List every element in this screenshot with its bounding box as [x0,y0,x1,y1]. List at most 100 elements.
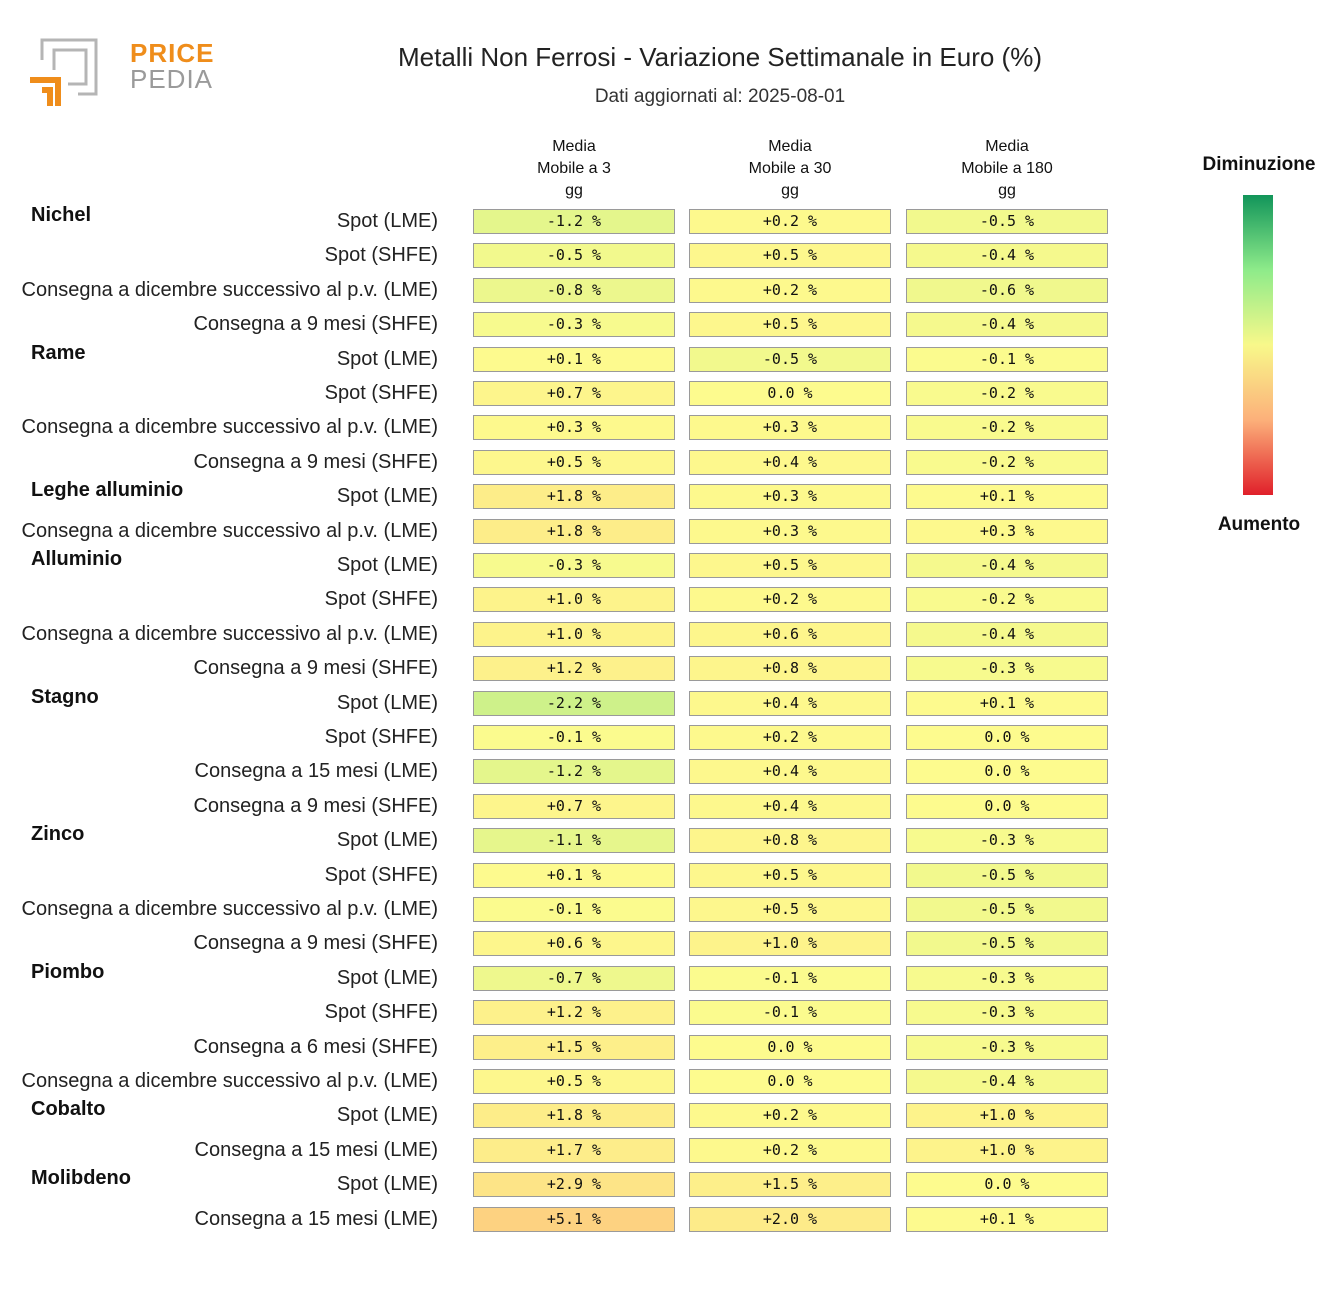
value-cell: +1.8 % [473,1103,675,1129]
row-label: Consegna a dicembre successivo al p.v. (… [21,1070,438,1092]
row-label: Spot (SHFE) [324,382,438,404]
value-cell: +0.2 % [689,1103,891,1129]
row-label: Spot (SHFE) [324,1001,438,1024]
pricepedia-logo: PRICE PEDIA [28,36,213,110]
group-label: Cobalto [31,1098,106,1121]
row-label: Consegna a 15 mesi (LME) [194,1138,438,1161]
value-cell: -0.1 % [689,965,891,991]
value-cell: -0.2 % [906,415,1108,441]
value-cell: +1.7 % [473,1137,675,1163]
value-cell: +0.6 % [689,621,891,647]
value-cell: +0.5 % [689,862,891,888]
group-label: Piombo [31,960,105,983]
value-cell: +0.1 % [906,484,1108,510]
value-cell: +0.4 % [689,690,891,716]
group-label: Stagno [31,685,99,708]
value-cell: +1.0 % [906,1137,1108,1163]
value-cell: +0.2 % [689,1137,891,1163]
row-label: Consegna a dicembre successivo al p.v. (… [21,416,438,439]
row-label: Spot (LME) [336,1104,438,1127]
value-cell: -0.5 % [906,931,1108,957]
value-cell: +0.7 % [473,793,675,819]
group-label: Zinco [31,823,85,846]
value-cell: -0.4 % [906,621,1108,647]
row-label: Consegna a 9 mesi (SHFE) [193,932,438,955]
value-cell: +0.3 % [689,415,891,441]
legend-color-bar [1243,195,1273,495]
value-cell: +1.0 % [689,931,891,957]
value-cell: +0.5 % [689,553,891,578]
value-cell: -2.2 % [473,690,675,716]
value-cell: +0.3 % [689,484,891,510]
value-cell: -1.2 % [473,209,675,234]
value-cell: +0.3 % [689,518,891,544]
column-header-2-line1: Media [768,138,812,155]
value-cell: +1.8 % [473,484,675,510]
row-label: Consegna a dicembre successivo al p.v. (… [21,519,438,542]
row-label: Consegna a dicembre successivo al p.v. (… [21,898,438,920]
row-label: Spot (LME) [336,691,438,714]
value-cell: +0.1 % [906,1206,1108,1232]
row-label: Consegna a 15 mesi (LME) [194,1207,438,1230]
column-header-3-line1: Media [985,138,1029,155]
value-cell: +0.5 % [689,897,891,922]
value-cell: +2.0 % [689,1206,891,1232]
value-cell: 0.0 % [906,725,1108,750]
column-header-2-line3: gg [781,182,799,199]
value-cell: +1.2 % [473,1000,675,1026]
value-cell: +0.5 % [473,449,675,475]
value-cell: +1.0 % [473,621,675,647]
value-cell: -0.2 % [906,587,1108,613]
value-cell: +0.2 % [689,725,891,750]
value-cell: +0.6 % [473,931,675,957]
row-label: Spot (LME) [336,966,438,989]
value-cell: +1.5 % [473,1034,675,1060]
row-label: Consegna a dicembre successivo al p.v. (… [21,622,438,645]
column-header-1-line1: Media [552,138,596,155]
row-label: Consegna a 15 mesi (LME) [194,760,438,783]
value-cell: -0.3 % [906,965,1108,991]
value-cell: 0.0 % [689,1069,891,1094]
value-cell: +5.1 % [473,1206,675,1232]
value-cell: -0.5 % [906,897,1108,922]
value-cell: -0.8 % [473,277,675,303]
value-cell: -0.3 % [906,1034,1108,1060]
column-header-3-line2: Mobile a 180 [961,160,1053,177]
value-cell: -0.2 % [906,449,1108,475]
value-cell: -0.3 % [473,553,675,578]
value-cell: -0.6 % [906,277,1108,303]
row-label: Consegna a 9 mesi (SHFE) [193,313,438,336]
row-label: Spot (SHFE) [324,244,438,267]
row-label: Spot (LME) [336,1173,438,1196]
column-header-2: Media Mobile a 30 gg [689,136,891,202]
value-cell: 0.0 % [906,793,1108,819]
value-cell: +0.3 % [906,518,1108,544]
value-cell: -0.2 % [906,381,1108,406]
value-cell: -0.3 % [906,656,1108,682]
row-label: Consegna a 9 mesi (SHFE) [193,657,438,680]
value-cell: -0.3 % [473,312,675,338]
row-label: Consegna a 9 mesi (SHFE) [193,450,438,473]
chart-title: Metalli Non Ferrosi - Variazione Settima… [398,42,1042,72]
value-cell: +0.4 % [689,793,891,819]
value-cell: -0.7 % [473,965,675,991]
row-label: Consegna a dicembre successivo al p.v. (… [21,278,438,301]
value-cell: -1.1 % [473,828,675,854]
value-cell: -0.1 % [906,346,1108,372]
value-cell: 0.0 % [906,1172,1108,1198]
value-cell: +0.1 % [473,862,675,888]
value-cell: +1.5 % [689,1172,891,1198]
value-cell: +0.8 % [689,828,891,854]
row-label: Consegna a 9 mesi (SHFE) [193,794,438,817]
logo-word-price: PRICE [130,38,215,68]
value-cell: +0.1 % [473,346,675,372]
value-cell: -0.3 % [906,828,1108,854]
column-header-1-line3: gg [565,182,583,199]
group-label: Leghe alluminio [31,479,184,502]
value-cell: +0.3 % [473,415,675,441]
column-header-1: Media Mobile a 3 gg [473,136,675,202]
row-label: Spot (SHFE) [324,863,438,886]
value-cell: 0.0 % [689,1034,891,1060]
group-label: Rame [31,341,86,364]
group-label: Alluminio [31,548,123,570]
